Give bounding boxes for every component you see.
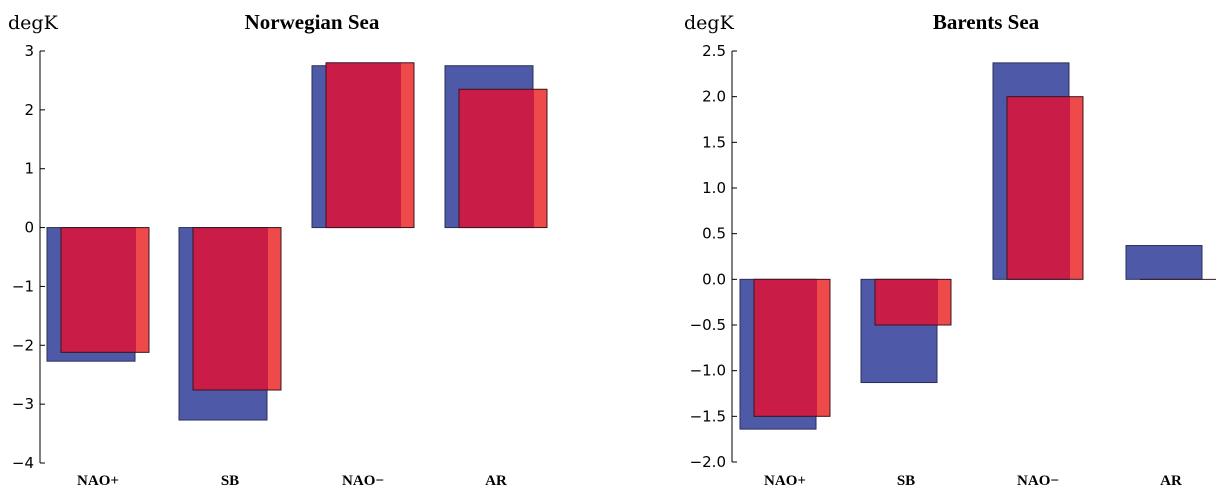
y-tick-label: −1.5 [690,407,726,425]
x-tick-label: NAO− [342,473,384,489]
x-tick-label: NAO− [1017,473,1059,489]
bar-series2-highlight-NAO− [1070,96,1083,280]
y-tick-label: 1.0 [702,179,726,197]
y-tick-label: −2 [12,336,34,354]
y-tick-label: 2.0 [702,88,726,106]
y-tick-label: −3 [12,395,34,413]
bar-series2-outline-SB [874,278,952,326]
x-tick-label: NAO+ [77,473,119,489]
y-tick-label: 0 [24,219,34,237]
bar-series2-outline-AR [458,88,548,229]
bar-series2-highlight-NAO− [401,62,414,228]
bar-series2-highlight-NAO+ [136,227,149,353]
chart-1: Norwegian Sea degK NAO+ SB NAO− AR 3 2 1 0 −1 −2 −3 −… [8,10,548,489]
bar-series2-AR [459,89,547,228]
bar-series2-highlight-SB [938,279,951,325]
bar-series2-NAO− [326,62,414,228]
bar-series2-highlight-SB [268,227,281,391]
x-tick-label: NAO+ [764,473,806,489]
bar-series2-outline-NAO− [1006,96,1084,280]
y-tick-label: 0.5 [702,225,726,243]
chart-2: Barents Sea degK NAO+ SB NAO− AR 2.5 2.0 1.5 1.0 0… [684,10,1216,489]
x-tick-label: AR [1160,473,1182,489]
bar-series2-outline-NAO− [325,62,415,229]
y-tick-label: 3 [24,42,34,60]
bar-series2-highlight-NAO+ [817,279,830,417]
x-tick-label: SB [221,473,239,489]
x-tick-label: SB [897,473,915,489]
y-tick-label: −1.0 [690,362,726,380]
x-tick-label: AR [485,473,507,489]
bar-series2-highlight-AR [534,89,547,228]
y-tick-label: −4 [12,454,34,472]
y-tick-label: 2 [24,101,34,119]
y-tick-label: −2.0 [690,453,726,471]
y-tick-label: 2.5 [702,42,726,60]
y-tick-label: 0.0 [702,270,726,288]
bar-series2-outline-NAO+ [753,278,831,417]
bar-series2-NAO+ [61,227,149,353]
y-axis-unit-label: degK [684,12,735,34]
y-tick-label: 1 [24,160,34,178]
y-tick-label: −1 [12,277,34,295]
chart-title: Barents Sea [933,10,1040,34]
bar-series2-outline-NAO+ [60,227,150,353]
chart-title: Norwegian Sea [245,10,380,34]
bar-series2-outline-SB [192,227,282,391]
y-tick-label: −0.5 [690,316,726,334]
y-axis-unit-label: degK [8,12,59,34]
bar-series2-SB [193,227,281,391]
bar-series1-AR [1125,245,1203,280]
y-tick-label: 1.5 [702,133,726,151]
